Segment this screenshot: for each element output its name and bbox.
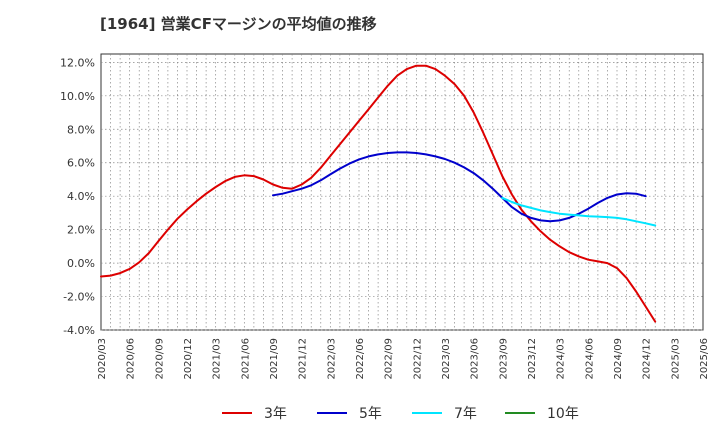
x-tick-label: 2025/06 [699,338,710,380]
legend-label: 10年 [547,406,579,422]
y-tick-label: 6.0% [67,157,95,170]
x-tick-label: 2024/06 [584,338,595,380]
x-tick-label: 2023/03 [441,338,452,380]
y-tick-label: 4.0% [67,190,95,203]
y-tick-label: 8.0% [67,123,95,136]
x-tick-label: 2020/03 [97,338,108,380]
x-tick-label: 2023/12 [527,338,538,380]
x-tick-label: 2021/12 [298,338,309,380]
x-tick-label: 2025/03 [670,338,681,380]
legend-label: 5年 [359,406,382,422]
x-tick-label: 2024/03 [556,338,567,380]
x-tick-label: 2024/09 [613,338,624,380]
x-tick-label: 2023/09 [498,338,509,380]
series-line-5年 [272,151,647,223]
x-tick-label: 2021/09 [269,338,280,380]
grid-lines [101,54,703,331]
x-axis-ticks: 2020/03 2020/06 2020/09 2020/12 2021/03 2021/… [97,338,710,380]
x-tick-label: 2021/03 [212,338,223,380]
x-tick-label: 2022/09 [384,338,395,380]
y-tick-label: -4.0% [63,324,95,337]
x-tick-label: 2023/06 [470,338,481,380]
chart-title: [1964] 営業CFマージンの平均値の推移 [100,15,377,33]
x-tick-label: 2020/09 [154,338,165,380]
x-tick-label: 2024/12 [642,338,653,380]
x-tick-label: 2020/06 [126,338,137,380]
legend: 3年 5年 7年 10年 [222,406,579,422]
x-tick-label: 2022/03 [326,338,337,380]
x-tick-label: 2021/06 [240,338,251,380]
y-tick-label: -2.0% [63,291,95,304]
series-line-7年 [501,196,657,227]
series-line-3年 [100,64,657,323]
x-tick-label: 2022/06 [355,338,366,380]
series-lines [100,64,657,323]
y-axis-ticks: -4.0% -2.0% 0.0% 2.0% 4.0% 6.0% 8.0% 10.0% 12.0% [60,56,95,337]
x-tick-label: 2022/12 [412,338,423,380]
legend-label: 7年 [454,406,477,422]
legend-label: 3年 [264,406,287,422]
y-tick-label: 10.0% [60,90,95,103]
plot-area [100,53,704,331]
x-tick-label: 2020/12 [183,338,194,380]
y-tick-label: 0.0% [67,257,95,270]
y-tick-label: 12.0% [60,56,95,69]
y-tick-label: 2.0% [67,224,95,237]
